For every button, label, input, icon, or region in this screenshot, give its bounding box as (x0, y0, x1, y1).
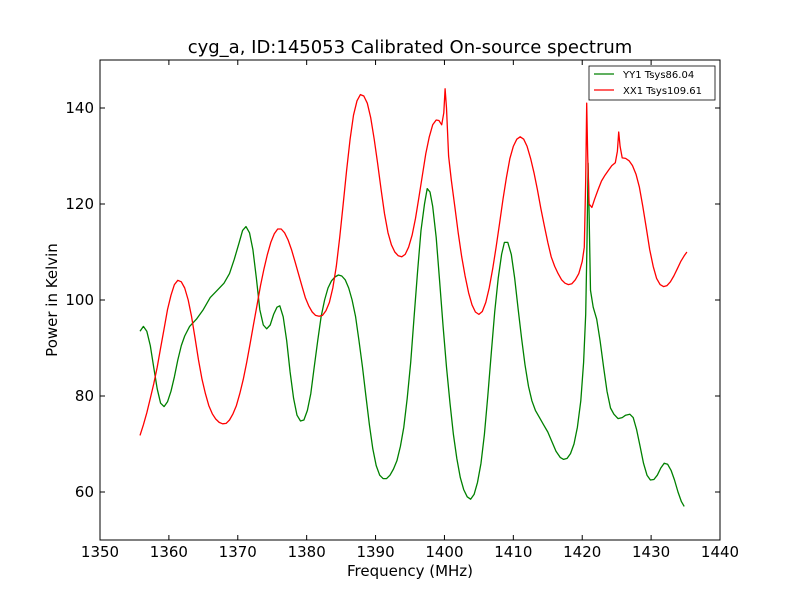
legend-label-yy1: YY1 Tsys86.04 (622, 70, 694, 81)
legend: YY1 Tsys86.04 XX1 Tsys109.61 (588, 65, 716, 101)
x-tick-label: 1350 (81, 543, 119, 561)
x-tick-label: 1420 (563, 543, 601, 561)
x-axis-label: Frequency (MHz) (347, 562, 473, 580)
y-tick-label: 80 (75, 387, 94, 405)
x-tick-label: 1400 (425, 543, 463, 561)
y-tick-label: 120 (65, 195, 94, 213)
x-tick-label: 1360 (150, 543, 188, 561)
x-tick-label: 1430 (632, 543, 670, 561)
y-tick-label: 60 (75, 483, 94, 501)
series-lines (139, 88, 688, 507)
y-tick-label: 140 (65, 99, 94, 117)
series-line-yy1 (139, 162, 685, 507)
chart-title: cyg_a, ID:145053 Calibrated On-source sp… (188, 37, 633, 58)
x-tick-label: 1390 (356, 543, 394, 561)
series-line-xx1 (139, 88, 688, 436)
legend-box (588, 65, 716, 101)
y-tick-label: 100 (65, 291, 94, 309)
x-tick-label: 1380 (288, 543, 326, 561)
legend-label-xx1: XX1 Tsys109.61 (623, 86, 702, 97)
x-tick-label: 1410 (494, 543, 532, 561)
axis-ticks: 1350 1360 1370 1380 1390 1400 1410 1420 1430 1440… (65, 60, 739, 561)
plot-area-frame (99, 59, 721, 541)
x-tick-label: 1440 (701, 543, 739, 561)
y-axis-label: Power in Kelvin (43, 243, 61, 357)
x-tick-label: 1370 (219, 543, 257, 561)
